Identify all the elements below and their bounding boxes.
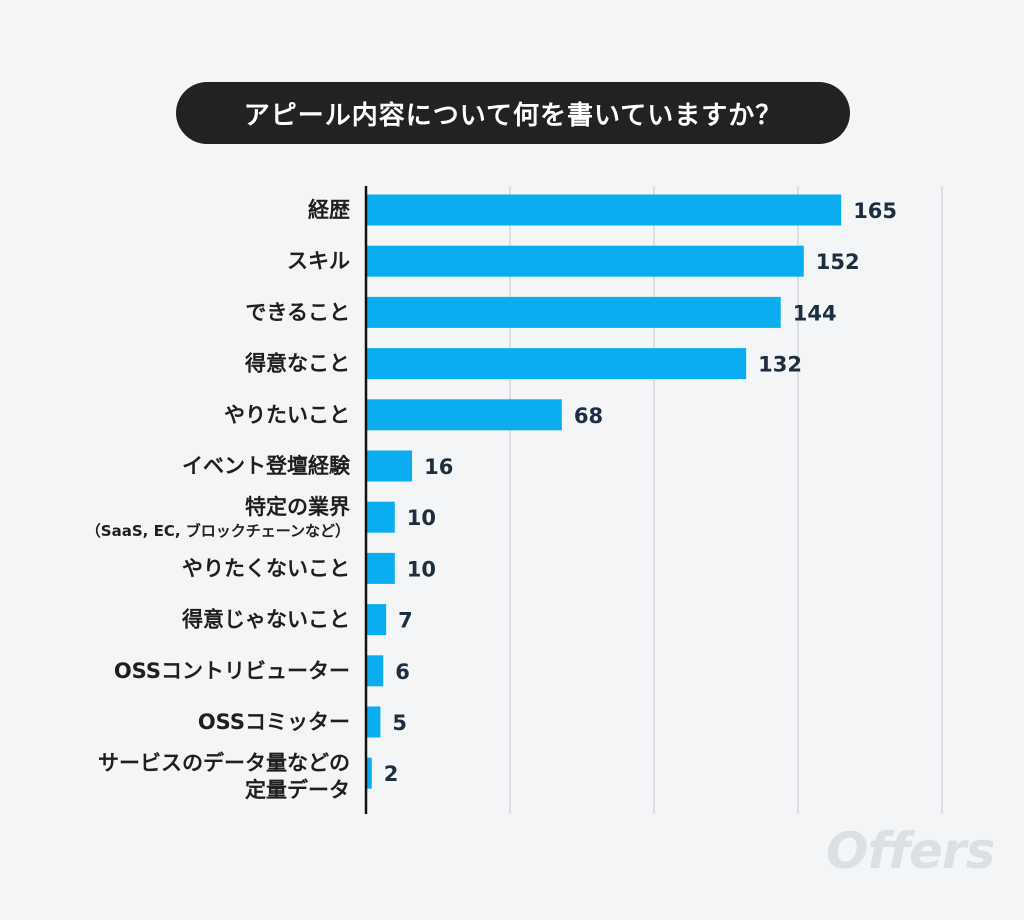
value-label: 16 (424, 455, 453, 479)
category-label: スキル (287, 249, 350, 273)
bar (366, 348, 747, 380)
category-label: 特定の業界 (245, 495, 350, 519)
bar (366, 450, 413, 482)
bar (366, 399, 562, 431)
offers-logo: Offers (826, 822, 995, 880)
value-label: 7 (398, 609, 413, 633)
category-label: イベント登壇経験 (182, 454, 351, 478)
category-sublabel: （SaaS, EC, ブロックチェーンなど） (86, 522, 350, 540)
bar (366, 501, 395, 533)
value-label: 10 (407, 506, 436, 530)
bar (366, 757, 372, 789)
category-label: 定量データ (245, 778, 350, 802)
bar (366, 655, 384, 687)
bar (366, 245, 804, 277)
category-label: サービスのデータ量などの (98, 751, 350, 775)
value-label: 165 (853, 199, 897, 223)
category-label: やりたくないこと (182, 556, 350, 580)
value-label: 6 (395, 660, 410, 684)
category-label: 得意じゃないこと (181, 608, 350, 632)
bar (366, 552, 395, 584)
category-label: 経歴 (308, 198, 350, 222)
value-label: 2 (384, 762, 399, 786)
bar (366, 604, 387, 636)
value-label: 144 (793, 301, 837, 325)
category-label: 得意なこと (244, 352, 350, 376)
bar (366, 706, 381, 738)
category-label: OSSコントリビューター (114, 659, 350, 683)
value-label: 10 (407, 557, 436, 581)
category-label: できること (245, 300, 350, 324)
value-label: 68 (574, 404, 603, 428)
value-label: 152 (816, 250, 860, 274)
category-label: やりたいこと (224, 403, 350, 427)
chart-title: アピール内容について何を書いていますか？ (176, 82, 850, 144)
value-label: 132 (758, 353, 802, 377)
bar (366, 296, 781, 328)
value-label: 5 (392, 711, 407, 735)
bar (366, 194, 842, 226)
category-label: OSSコミッター (198, 710, 350, 734)
